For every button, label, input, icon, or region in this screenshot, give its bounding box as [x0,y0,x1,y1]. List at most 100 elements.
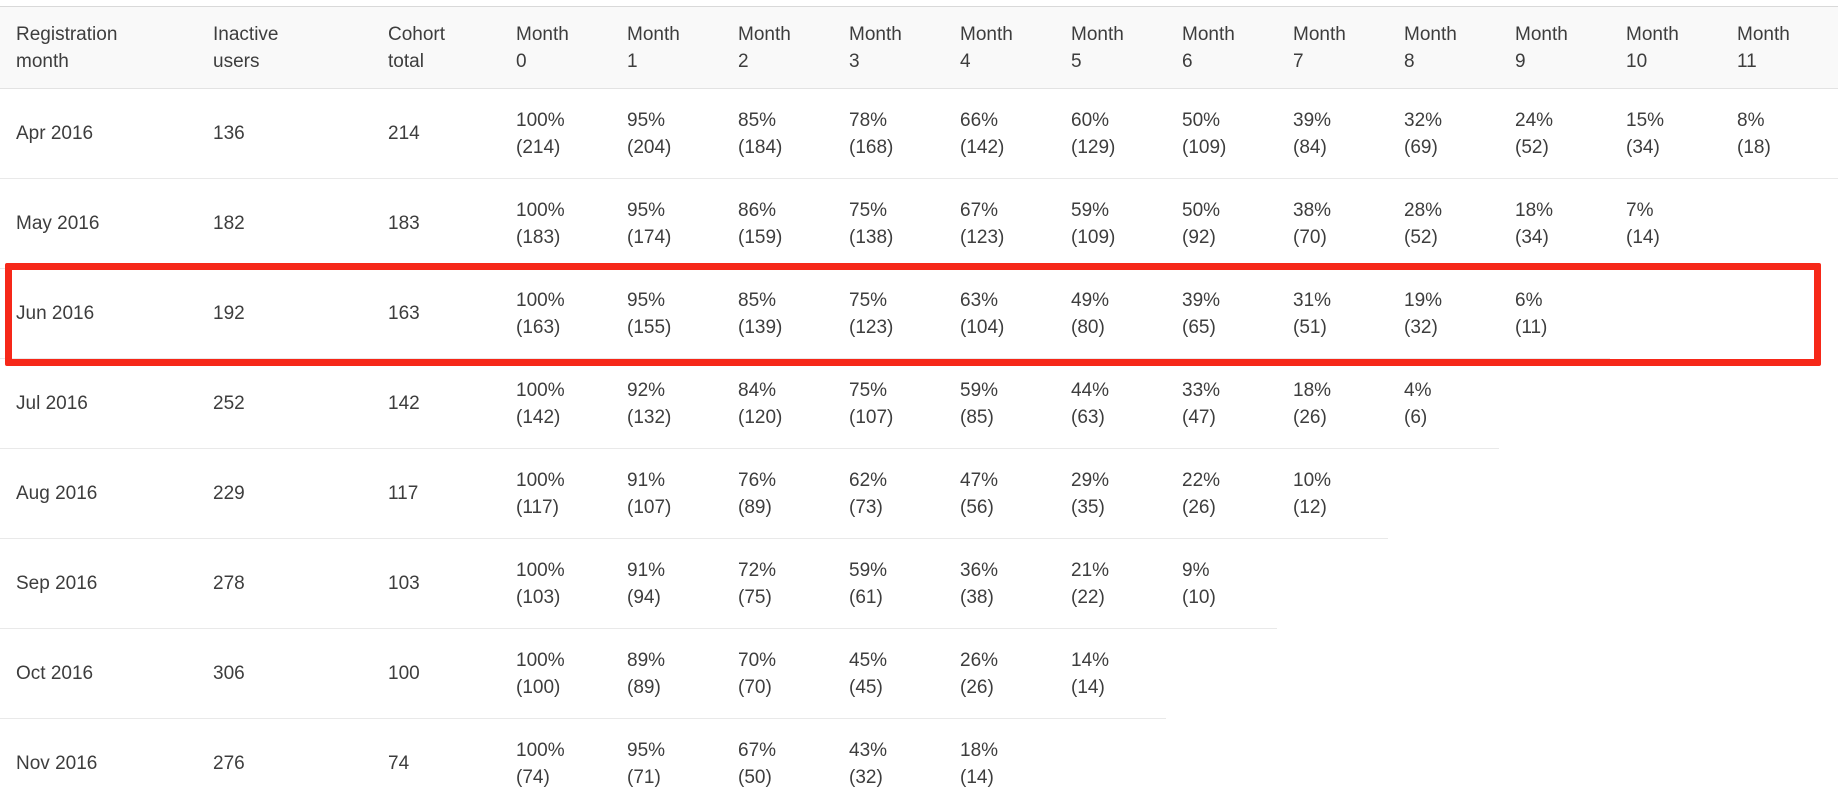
retention-cell-month-5: 59% (109) [1055,178,1166,269]
cohort-row-may-2016[interactable]: May 2016 182 183 100% (183) 95% (174) 86% (15… [0,178,1838,269]
retention-cell-month-3: 59% (61) [833,538,944,629]
retention-cell-month-1: 89% (89) [611,628,722,719]
retention-cell-month-3: 62% (73) [833,448,944,539]
registration-month-cell: Aug 2016 [0,448,197,539]
retention-cell-month-3: 45% (45) [833,628,944,719]
cohort-row-apr-2016[interactable]: Apr 2016 136 214 100% (214) 95% (204) 85% (18… [0,88,1838,179]
cohort-total-cell: 103 [372,538,500,629]
retention-cell-month-2: 85% (139) [722,268,833,359]
retention-cell-month-6: 50% (92) [1166,178,1277,269]
retention-cell-month-5: 29% (35) [1055,448,1166,539]
retention-cell-month-0: 100% (183) [500,178,611,269]
retention-cell-month-1: 95% (174) [611,178,722,269]
retention-cell-month-2: 76% (89) [722,448,833,539]
header-cell-month_1: Month 1 [611,6,722,89]
retention-cell-month-2: 67% (50) [722,718,833,806]
cohort-row-nov-2016[interactable]: Nov 2016 276 74 100% (74) 95% (71) 67% (50) 43… [0,718,1838,806]
retention-cell-month-4: 36% (38) [944,538,1055,629]
header-cell-month_9: Month 9 [1499,6,1610,89]
retention-cell-month-4: 26% (26) [944,628,1055,719]
retention-cell-month-6: 22% (26) [1166,448,1277,539]
retention-cell-month-0: 100% (214) [500,88,611,179]
retention-cell-month-1: 95% (155) [611,268,722,359]
table-header: Registration month Inactive users Cohort t… [0,6,1838,89]
retention-cell-month-1: 95% (204) [611,88,722,179]
retention-cell-month-7: 10% (12) [1277,448,1388,539]
retention-cell-month-2: 86% (159) [722,178,833,269]
cohort-total-cell: 74 [372,718,500,806]
retention-cell-month-6: 33% (47) [1166,358,1277,449]
retention-cell-month-7: 38% (70) [1277,178,1388,269]
inactive-users-cell: 192 [197,268,372,359]
retention-cell-month-4: 47% (56) [944,448,1055,539]
retention-cell-month-0: 100% (163) [500,268,611,359]
retention-cell-month-4: 59% (85) [944,358,1055,449]
retention-cell-month-1: 91% (107) [611,448,722,539]
registration-month-cell: Apr 2016 [0,88,197,179]
retention-cell-month-2: 70% (70) [722,628,833,719]
retention-cell-month-1: 91% (94) [611,538,722,629]
retention-cell-month-2: 84% (120) [722,358,833,449]
header-cell-month_10: Month 10 [1610,6,1721,89]
inactive-users-cell: 229 [197,448,372,539]
retention-cell-month-10: 15% (34) [1610,88,1721,179]
header-cell-month_11: Month 11 [1721,6,1838,89]
registration-month-cell: Nov 2016 [0,718,197,806]
inactive-users-cell: 182 [197,178,372,269]
inactive-users-cell: 136 [197,88,372,179]
retention-cell-month-2: 72% (75) [722,538,833,629]
retention-cell-month-5: 21% (22) [1055,538,1166,629]
cohort-row-jul-2016[interactable]: Jul 2016 252 142 100% (142) 92% (132) 84% (12… [0,358,1838,449]
inactive-users-cell: 252 [197,358,372,449]
cohort-row-oct-2016[interactable]: Oct 2016 306 100 100% (100) 89% (89) 70% (70)… [0,628,1838,719]
cohort-row-aug-2016[interactable]: Aug 2016 229 117 100% (117) 91% (107) 76% (89… [0,448,1838,539]
retention-cell-month-0: 100% (74) [500,718,611,806]
header-cell-cohort_total: Cohort total [372,6,500,89]
table-header-row: Registration month Inactive users Cohort t… [0,6,1838,89]
retention-cell-month-4: 67% (123) [944,178,1055,269]
cohort-total-cell: 142 [372,358,500,449]
inactive-users-cell: 276 [197,718,372,806]
retention-cell-month-6: 39% (65) [1166,268,1277,359]
retention-cell-month-3: 43% (32) [833,718,944,806]
retention-cell-month-5: 49% (80) [1055,268,1166,359]
retention-cell-month-5: 14% (14) [1055,628,1166,719]
retention-cell-month-3: 75% (107) [833,358,944,449]
retention-cell-month-6: 50% (109) [1166,88,1277,179]
retention-cell-month-9: 18% (34) [1499,178,1610,269]
retention-cell-month-4: 63% (104) [944,268,1055,359]
retention-cell-month-0: 100% (117) [500,448,611,539]
registration-month-cell: May 2016 [0,178,197,269]
retention-cell-month-5: 60% (129) [1055,88,1166,179]
header-cell-month_2: Month 2 [722,6,833,89]
retention-cell-month-4: 66% (142) [944,88,1055,179]
header-cell-month_3: Month 3 [833,6,944,89]
retention-cell-month-2: 85% (184) [722,88,833,179]
registration-month-cell: Sep 2016 [0,538,197,629]
cohort-row-jun-2016[interactable]: Jun 2016 192 163 100% (163) 95% (155) 85% (13… [0,268,1838,359]
retention-cell-month-5: 44% (63) [1055,358,1166,449]
cohort-retention-table: Registration month Inactive users Cohort t… [0,6,1838,806]
retention-cell-month-0: 100% (103) [500,538,611,629]
retention-cell-month-8: 19% (32) [1388,268,1499,359]
retention-cell-month-3: 78% (168) [833,88,944,179]
retention-cell-month-0: 100% (142) [500,358,611,449]
header-cell-month_0: Month 0 [500,6,611,89]
retention-cell-month-11: 8% (18) [1721,88,1838,179]
inactive-users-cell: 306 [197,628,372,719]
registration-month-cell: Jun 2016 [0,268,197,359]
retention-cell-month-7: 18% (26) [1277,358,1388,449]
header-cell-month_8: Month 8 [1388,6,1499,89]
cohort-total-cell: 117 [372,448,500,539]
retention-cell-month-0: 100% (100) [500,628,611,719]
cohort-total-cell: 183 [372,178,500,269]
retention-cell-month-3: 75% (138) [833,178,944,269]
retention-cell-month-10: 7% (14) [1610,178,1721,269]
retention-cell-month-1: 95% (71) [611,718,722,806]
cohort-total-cell: 163 [372,268,500,359]
cohort-total-cell: 214 [372,88,500,179]
cohort-row-sep-2016[interactable]: Sep 2016 278 103 100% (103) 91% (94) 72% (75)… [0,538,1838,629]
header-cell-month_7: Month 7 [1277,6,1388,89]
header-cell-month_5: Month 5 [1055,6,1166,89]
